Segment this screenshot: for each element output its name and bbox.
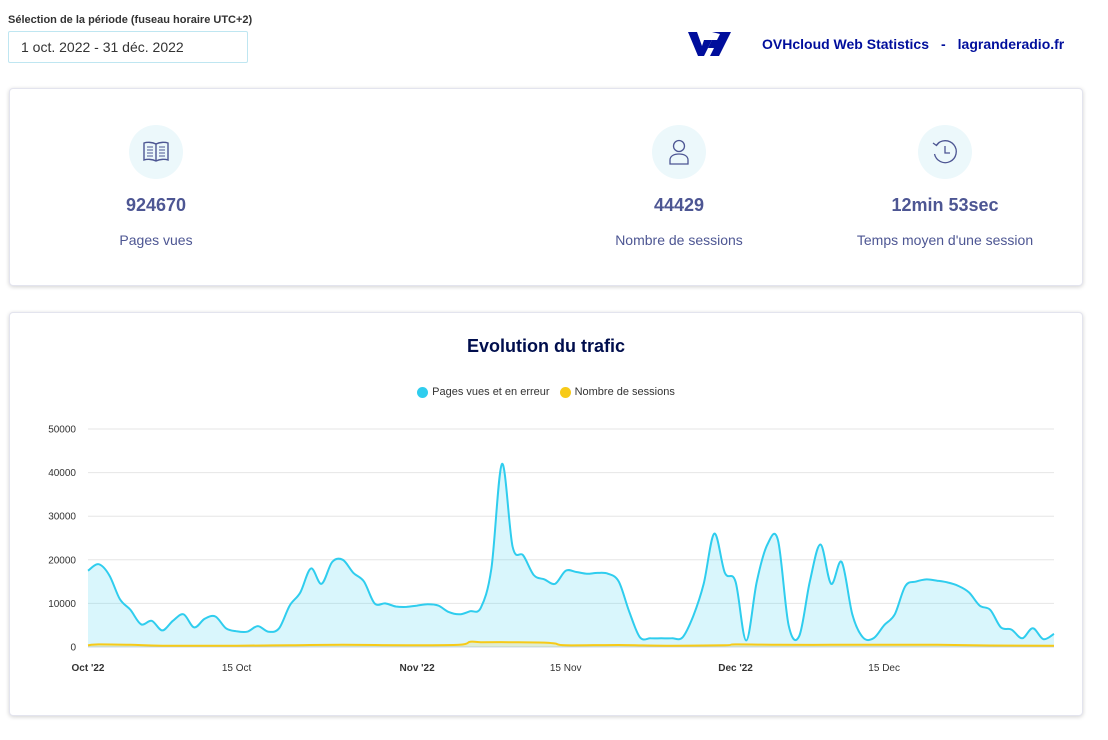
- y-tick-label: 10000: [48, 599, 76, 610]
- stat-icon-circle: [652, 125, 706, 179]
- x-tick-label: 15 Nov: [550, 663, 582, 674]
- stat-value: 44429: [653, 195, 705, 215]
- legend-label: Pages vues et en erreur: [432, 386, 550, 398]
- traffic-chart-card: Evolution du trafic Pages vues et en err…: [9, 312, 1083, 716]
- period-label: Sélection de la période (fuseau horaire …: [8, 14, 253, 26]
- y-tick-label: 30000: [48, 512, 76, 523]
- stat-label: Nombre de sessions: [615, 232, 743, 248]
- header-separator: -: [941, 36, 946, 52]
- y-tick-label: 50000: [48, 425, 76, 436]
- ovhcloud-logo-icon: [688, 32, 731, 56]
- stat-icon-circle: [918, 125, 972, 179]
- legend-dot-icon: [559, 386, 571, 398]
- legend-dot-icon: [417, 386, 429, 398]
- y-tick-label: 40000: [48, 468, 76, 479]
- chart-title: Evolution du trafic: [466, 336, 625, 356]
- pages-series-area: [88, 463, 1054, 647]
- stat-label: Pages vues: [119, 232, 193, 248]
- pages-series-line: [87, 462, 1055, 642]
- legend-item-pages[interactable]: Pages vues et en erreur: [417, 386, 550, 398]
- legend-item-sessions[interactable]: Nombre de sessions: [559, 386, 675, 398]
- x-tick-label: Nov '22: [399, 663, 435, 674]
- period-date-range-input[interactable]: [8, 31, 248, 63]
- stat-page-views: 924670 Pages vues: [36, 89, 276, 248]
- clock-history-icon: [932, 140, 957, 164]
- y-tick-label: 20000: [48, 555, 76, 566]
- user-icon: [669, 139, 689, 165]
- site-name: lagranderadio.fr: [957, 36, 1065, 52]
- x-tick-label: Oct '22: [72, 663, 105, 674]
- stat-label: Temps moyen d'une session: [856, 232, 1034, 248]
- stat-icon-circle: [129, 125, 183, 179]
- stat-avg-session-time: 12min 53sec Temps moyen d'une session: [825, 89, 1065, 248]
- header-brand: OVHcloud Web Statistics - lagranderadio.…: [686, 30, 1064, 58]
- x-tick-label: 15 Dec: [868, 663, 900, 674]
- x-tick-label: Dec '22: [718, 663, 753, 674]
- legend-label: Nombre de sessions: [574, 386, 675, 398]
- book-icon: [143, 141, 169, 162]
- stats-card: 924670 Pages vues 44429 Nombre de sessio…: [9, 88, 1083, 286]
- stat-value: 924670: [125, 195, 187, 215]
- stat-value: 12min 53sec: [891, 195, 999, 215]
- stat-sessions: 44429 Nombre de sessions: [559, 89, 799, 248]
- sessions-series-line: [87, 640, 1055, 647]
- chart-legend: Pages vues et en erreur Nombre de sessio…: [10, 386, 1082, 398]
- y-tick-label: 0: [70, 643, 76, 654]
- x-tick-label: 15 Oct: [222, 663, 252, 674]
- app-title: OVHcloud Web Statistics: [762, 36, 929, 52]
- traffic-chart-plot: 0 10000 20000 30000 40000 50000 Oct '22 15 Oct N…: [48, 425, 1055, 674]
